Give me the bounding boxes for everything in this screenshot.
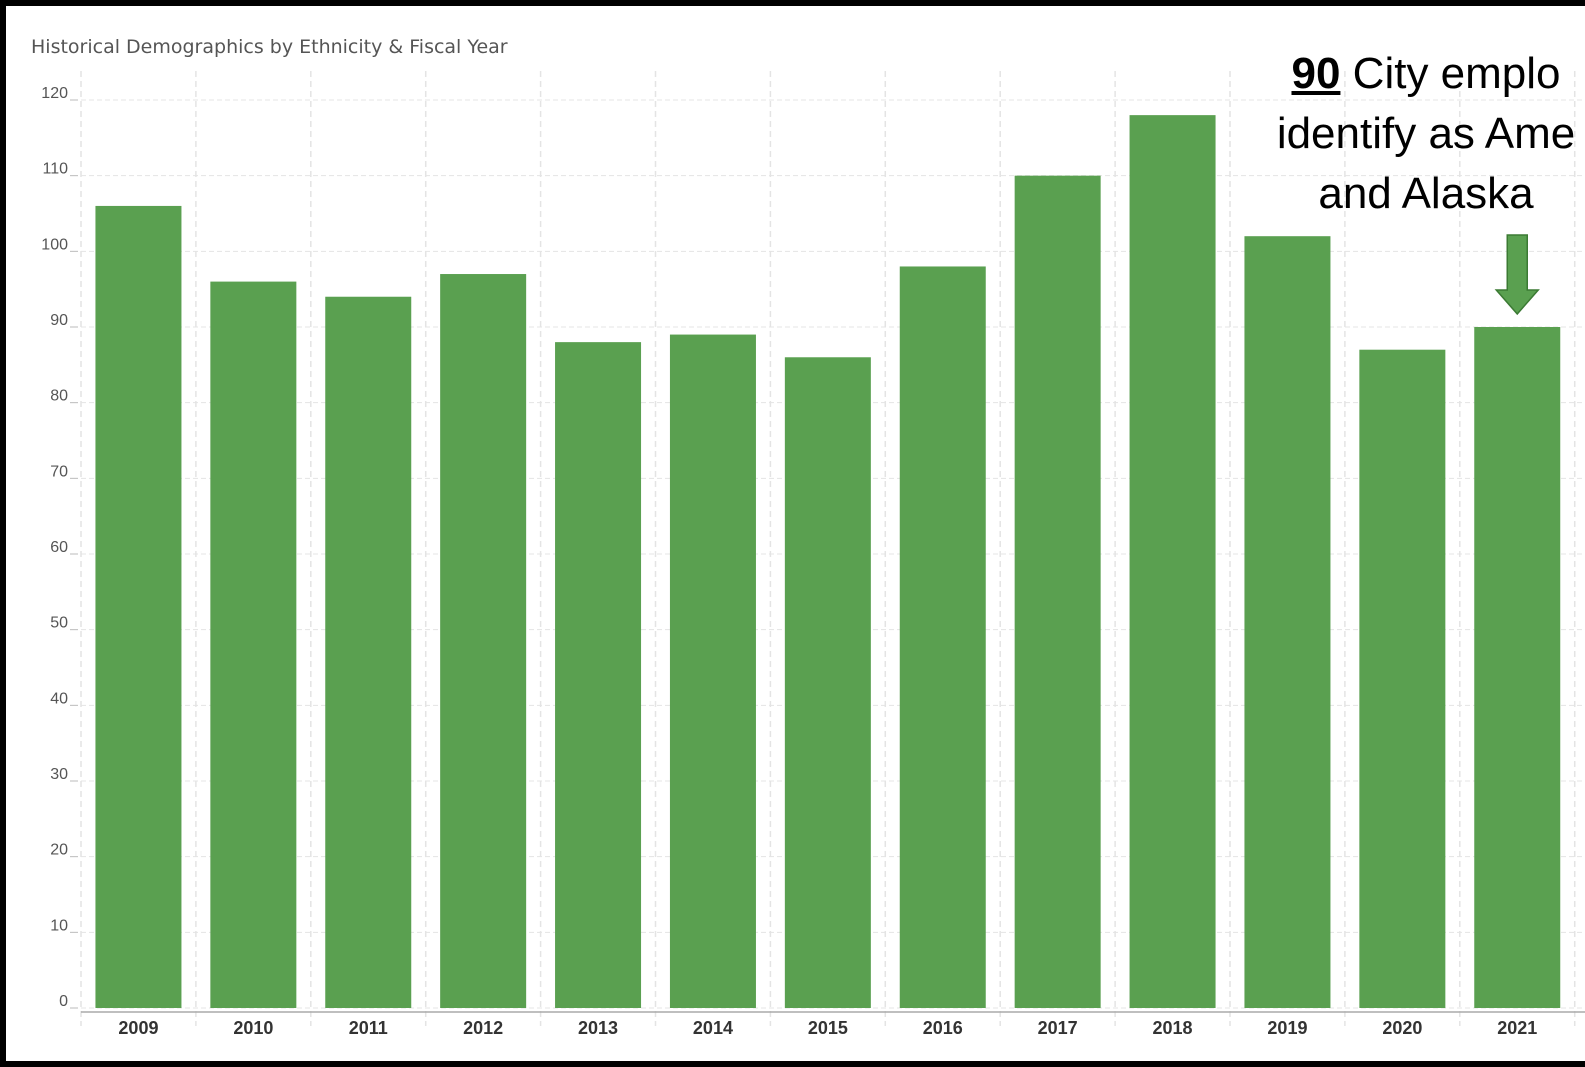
bar-2021 xyxy=(1474,327,1561,1008)
bar-2009 xyxy=(95,205,182,1008)
annotation-line-3: and Alaska xyxy=(1318,169,1534,218)
down-arrow-icon xyxy=(1494,234,1540,316)
bar-2011 xyxy=(325,296,412,1008)
x-tick-label-2013: 2013 xyxy=(578,1018,618,1038)
bar-2015 xyxy=(784,357,871,1008)
x-tick-label-2018: 2018 xyxy=(1153,1018,1193,1038)
x-tick-label-2015: 2015 xyxy=(808,1018,848,1038)
bar-2013 xyxy=(555,342,642,1009)
x-tick-label-2016: 2016 xyxy=(923,1018,963,1038)
axes: 0 10 20 30 40 50 60 70 80 90 100 110 120 2009 2010 2011… xyxy=(41,85,1585,1038)
x-tick-label-2011: 2011 xyxy=(349,1018,388,1038)
y-tick-label-50: 50 xyxy=(50,615,68,632)
bar-2010 xyxy=(210,281,297,1009)
y-tick-label-20: 20 xyxy=(50,842,68,859)
y-tick-label-0: 0 xyxy=(59,993,68,1010)
annotation-value: 90 xyxy=(1291,49,1341,98)
bar-2016 xyxy=(899,266,986,1008)
y-tick-label-90: 90 xyxy=(50,312,68,329)
annotation-text-1: City emplo xyxy=(1352,49,1561,98)
y-tick-label-40: 40 xyxy=(50,690,68,707)
y-tick-label-120: 120 xyxy=(41,85,68,102)
bar-2019 xyxy=(1244,236,1331,1008)
annotation-arrow xyxy=(1494,234,1540,316)
x-tick-label-2020: 2020 xyxy=(1382,1018,1422,1038)
bar-2012 xyxy=(440,274,527,1008)
x-tick-label-2017: 2017 xyxy=(1038,1018,1078,1038)
y-tick-label-100: 100 xyxy=(41,236,68,253)
bars xyxy=(95,115,1561,1009)
y-tick-label-80: 80 xyxy=(50,388,68,405)
chart-title: Historical Demographics by Ethnicity & F… xyxy=(31,36,508,58)
y-tick-label-10: 10 xyxy=(50,917,68,934)
y-tick-label-110: 110 xyxy=(42,161,68,178)
x-tick-label-2010: 2010 xyxy=(233,1018,273,1038)
bar-2017 xyxy=(1014,175,1101,1008)
annotation-callout: 90 City emplo identify as Ame and Alaska xyxy=(1186,44,1585,224)
x-tick-label-2012: 2012 xyxy=(463,1018,503,1038)
x-tick-label-2014: 2014 xyxy=(693,1018,733,1038)
y-tick-label-70: 70 xyxy=(50,463,68,480)
y-tick-label-30: 30 xyxy=(50,766,68,783)
bar-2020 xyxy=(1359,349,1446,1008)
x-tick-label-2021: 2021 xyxy=(1497,1018,1537,1038)
bar-2018 xyxy=(1129,115,1216,1009)
annotation-line-2: identify as Ame xyxy=(1276,109,1576,158)
y-tick-label-60: 60 xyxy=(50,539,68,556)
bar-2014 xyxy=(669,334,756,1009)
x-tick-label-2009: 2009 xyxy=(118,1018,158,1038)
bar-chart: 0 10 20 30 40 50 60 70 80 90 100 110 120 2009 2010 2011… xyxy=(41,71,1585,1038)
x-tick-label-2019: 2019 xyxy=(1267,1018,1307,1038)
annotation-line-1: 90 City emplo xyxy=(1186,44,1585,104)
